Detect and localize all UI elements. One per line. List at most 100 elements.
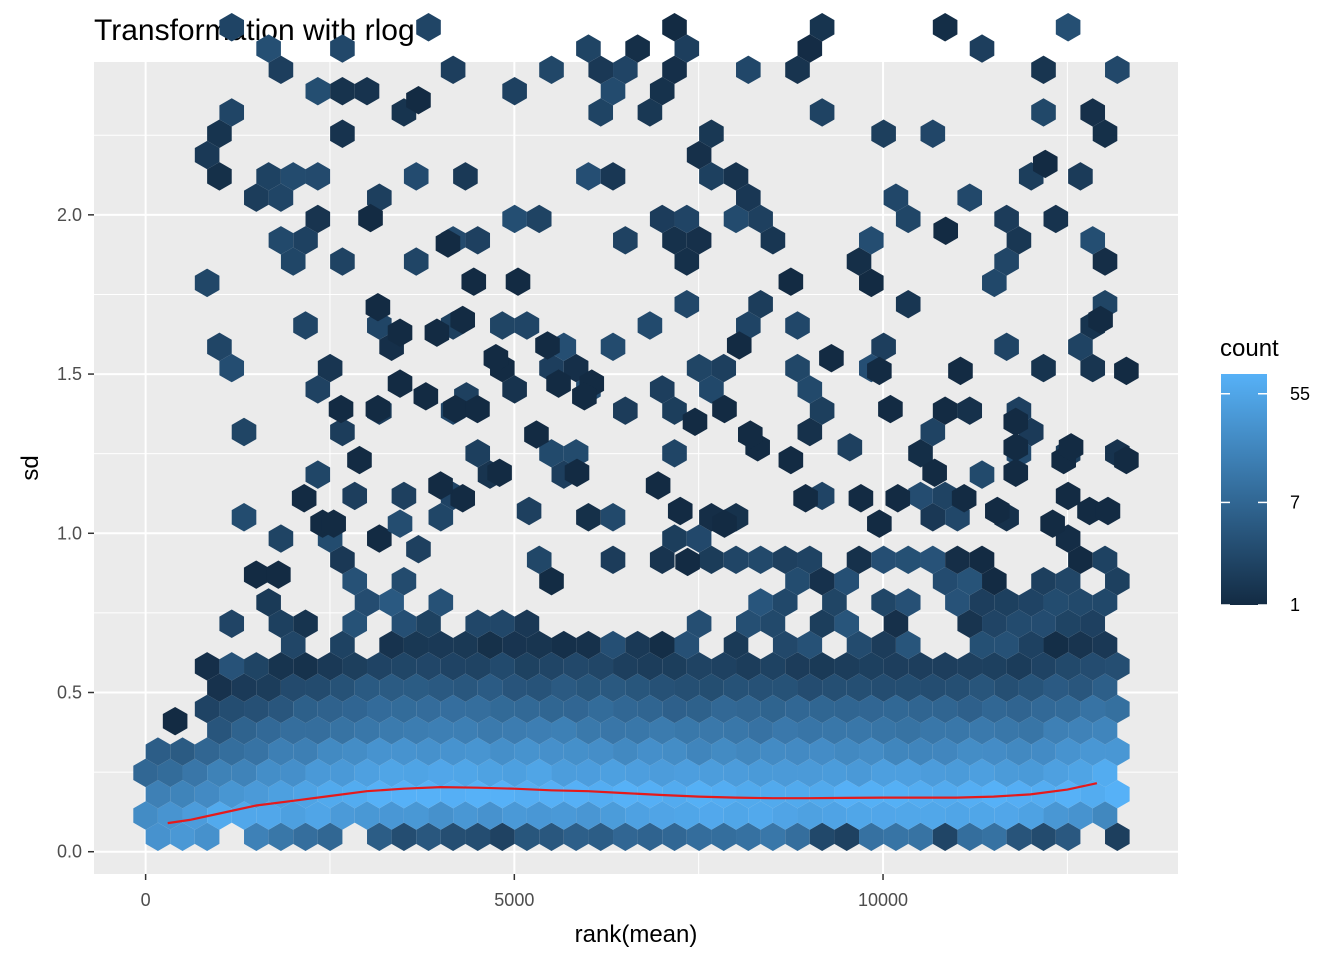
- hex-bin: [785, 311, 810, 340]
- hex-bin: [317, 737, 343, 766]
- hex-bin: [440, 737, 466, 766]
- hex-bin: [809, 566, 835, 596]
- hex-bin: [244, 822, 269, 851]
- hex-bin: [723, 630, 749, 660]
- hex-bin: [526, 545, 552, 575]
- y-tick-label: 1.5: [57, 364, 82, 384]
- hex-bin: [736, 652, 761, 681]
- hex-bin: [244, 694, 269, 724]
- hex-bin: [699, 673, 724, 702]
- hex-bin: [686, 737, 712, 766]
- hex-bin: [760, 822, 786, 851]
- hex-bin: [379, 801, 404, 830]
- hex-bin: [969, 758, 995, 788]
- hex-bin: [772, 716, 798, 745]
- hex-bin: [367, 737, 392, 766]
- hex-bin: [305, 204, 331, 234]
- hex-bin: [219, 98, 245, 127]
- hex-bin: [957, 609, 983, 638]
- hex-bin: [572, 382, 597, 411]
- hex-bin: [1006, 609, 1032, 638]
- hex-bin: [662, 779, 687, 809]
- hex-bin: [1055, 566, 1081, 596]
- hex-bin: [945, 716, 970, 745]
- hex-bin: [819, 343, 844, 373]
- hex-bin: [1105, 652, 1130, 681]
- hex-bin: [748, 545, 773, 575]
- hex-bin: [428, 503, 454, 532]
- hex-bin: [1058, 433, 1084, 462]
- hex-bin: [435, 229, 461, 258]
- hex-bin: [244, 183, 269, 212]
- hex-bin: [391, 694, 417, 724]
- hex-bin: [524, 420, 549, 449]
- hex-bin: [895, 545, 921, 575]
- hex-bin: [365, 394, 391, 424]
- hex-bin: [330, 119, 355, 148]
- hex-bin: [686, 524, 712, 553]
- hex-bin: [885, 484, 911, 513]
- hex-bin: [162, 706, 188, 736]
- hex-bin: [645, 471, 671, 500]
- hex-bin: [797, 716, 823, 745]
- hex-bin: [354, 801, 380, 830]
- hex-bin: [477, 801, 503, 830]
- hex-bin: [994, 716, 1019, 745]
- hex-bin: [846, 247, 872, 276]
- hex-bin: [760, 652, 786, 681]
- hex-bin: [736, 183, 761, 212]
- hex-bin: [490, 609, 515, 638]
- hex-bin: [686, 226, 712, 255]
- hex-bin: [182, 758, 208, 788]
- hex-bin: [1040, 509, 1065, 538]
- hex-bin: [662, 396, 687, 425]
- hex-bin: [785, 55, 810, 85]
- hex-bin: [797, 801, 823, 830]
- hex-bin: [613, 822, 638, 851]
- hex-bin: [637, 98, 663, 127]
- hex-bin: [871, 588, 896, 617]
- hex-bin: [969, 588, 995, 617]
- hex-bin: [674, 716, 700, 745]
- hex-bin: [674, 204, 700, 234]
- hex-bin: [920, 758, 946, 788]
- hex-bin: [1031, 822, 1056, 851]
- hex-bin: [867, 356, 892, 386]
- hex-bin: [207, 119, 232, 148]
- hex-bin: [1006, 822, 1032, 851]
- hex-bin: [280, 162, 306, 191]
- hex-bin: [1092, 716, 1118, 745]
- hex-bin: [231, 716, 257, 745]
- hex-bin: [994, 673, 1019, 702]
- hex-bin: [588, 779, 614, 809]
- hex-bin: [932, 694, 958, 724]
- hex-bin: [867, 509, 892, 538]
- hex-bin: [231, 503, 257, 532]
- hex-bin: [1092, 758, 1118, 788]
- hex-bin: [219, 609, 245, 638]
- hex-bin: [546, 369, 571, 398]
- hex-bin: [748, 801, 773, 830]
- hex-bin: [305, 716, 331, 745]
- hex-bin: [637, 652, 663, 681]
- hex-bin: [231, 417, 257, 447]
- hex-bin: [157, 758, 183, 788]
- hex-bin: [268, 652, 294, 681]
- hex-bin: [822, 673, 847, 702]
- hex-bin: [539, 566, 564, 596]
- hex-bin: [957, 566, 983, 596]
- hex-bin: [895, 588, 921, 617]
- hex-bin: [822, 588, 847, 617]
- hex-bin: [637, 737, 663, 766]
- hex-bin: [1018, 801, 1044, 830]
- legend-tick-label: 55: [1290, 384, 1310, 404]
- hex-bin: [809, 822, 835, 851]
- hex-bin: [957, 737, 983, 766]
- hex-bin: [317, 652, 343, 681]
- hex-bin: [182, 801, 208, 830]
- hex-bin: [526, 801, 552, 830]
- hex-bin: [736, 311, 761, 340]
- hex-bin: [453, 758, 478, 788]
